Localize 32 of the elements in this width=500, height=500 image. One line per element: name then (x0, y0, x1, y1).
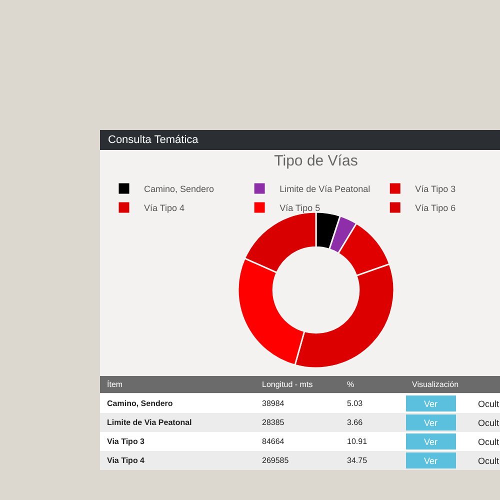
text: Ver (424, 456, 438, 466)
text: Ocult (478, 437, 500, 447)
text: Ítem (107, 380, 123, 389)
text: Limite de Via Peatonal (107, 418, 192, 427)
text: Ocult (478, 399, 500, 409)
text: % (347, 380, 354, 389)
text: Longitud - mts (262, 380, 313, 389)
text: Consulta Temática (108, 134, 200, 146)
legend-label: Vía Tipo 5 (280, 203, 320, 214)
legend-label: Vía Tipo 6 (415, 203, 456, 214)
text: Via Tipo 4 (107, 456, 146, 465)
text: 34.75 (347, 456, 368, 465)
text: Visualización (412, 380, 459, 389)
legend-label: Camino, Sendero (144, 184, 214, 194)
text: 28385 (262, 418, 285, 427)
legend-label: Vía Tipo 4 (144, 203, 185, 214)
text: 38984 (262, 399, 285, 408)
text: 269585 (262, 456, 290, 465)
text: Camino, Sendero (107, 399, 173, 408)
legend-label: Vía Tipo 3 (415, 184, 456, 194)
text: 84664 (262, 437, 285, 446)
text: 10.91 (347, 437, 368, 446)
text: Via Tipo 3 (107, 437, 146, 446)
legend-label: Limite de Vía Peatonal (280, 184, 370, 194)
chart-title: Tipo de Vías (274, 152, 358, 170)
text: 3.66 (347, 418, 364, 427)
text: Ver (424, 418, 438, 428)
text: Ocult (478, 418, 500, 428)
text: Ver (424, 437, 438, 447)
text: Ver (424, 399, 438, 409)
text: Ocult (478, 456, 500, 466)
text: 5.03 (347, 399, 364, 408)
